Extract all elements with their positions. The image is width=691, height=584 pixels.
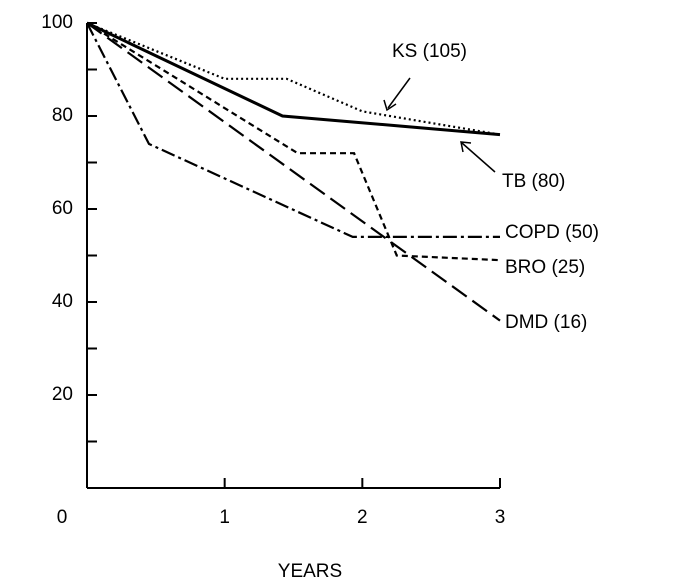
- series-line: [86, 22, 500, 238]
- y-tick-label: 60: [52, 198, 73, 219]
- y-tick-label: 20: [52, 384, 73, 405]
- series-label: BRO (25): [505, 257, 585, 278]
- series-label: TB (80): [502, 171, 565, 192]
- y-tick-label: 80: [52, 105, 73, 126]
- series-line: [86, 22, 501, 262]
- annotation-arrows: [383, 77, 496, 173]
- series-line: [86, 21, 501, 136]
- series-label: KS (105): [392, 41, 467, 62]
- x-tick-label: 2: [357, 507, 368, 528]
- series-label: DMD (16): [505, 312, 587, 333]
- x-tick-label: 1: [219, 507, 230, 528]
- x-tick-label: 0: [57, 507, 68, 528]
- y-tick-label: 100: [41, 12, 73, 33]
- series-line: [86, 21, 501, 137]
- series-line: [86, 22, 501, 322]
- y-tick-label: 40: [52, 291, 73, 312]
- x-axis-label: YEARS: [278, 561, 342, 582]
- series-label: COPD (50): [505, 222, 599, 243]
- x-tick-label: 3: [495, 507, 506, 528]
